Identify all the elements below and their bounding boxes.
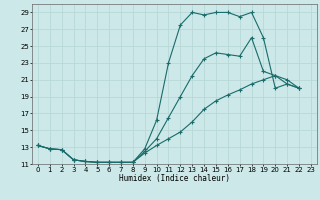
X-axis label: Humidex (Indice chaleur): Humidex (Indice chaleur) [119, 174, 230, 183]
